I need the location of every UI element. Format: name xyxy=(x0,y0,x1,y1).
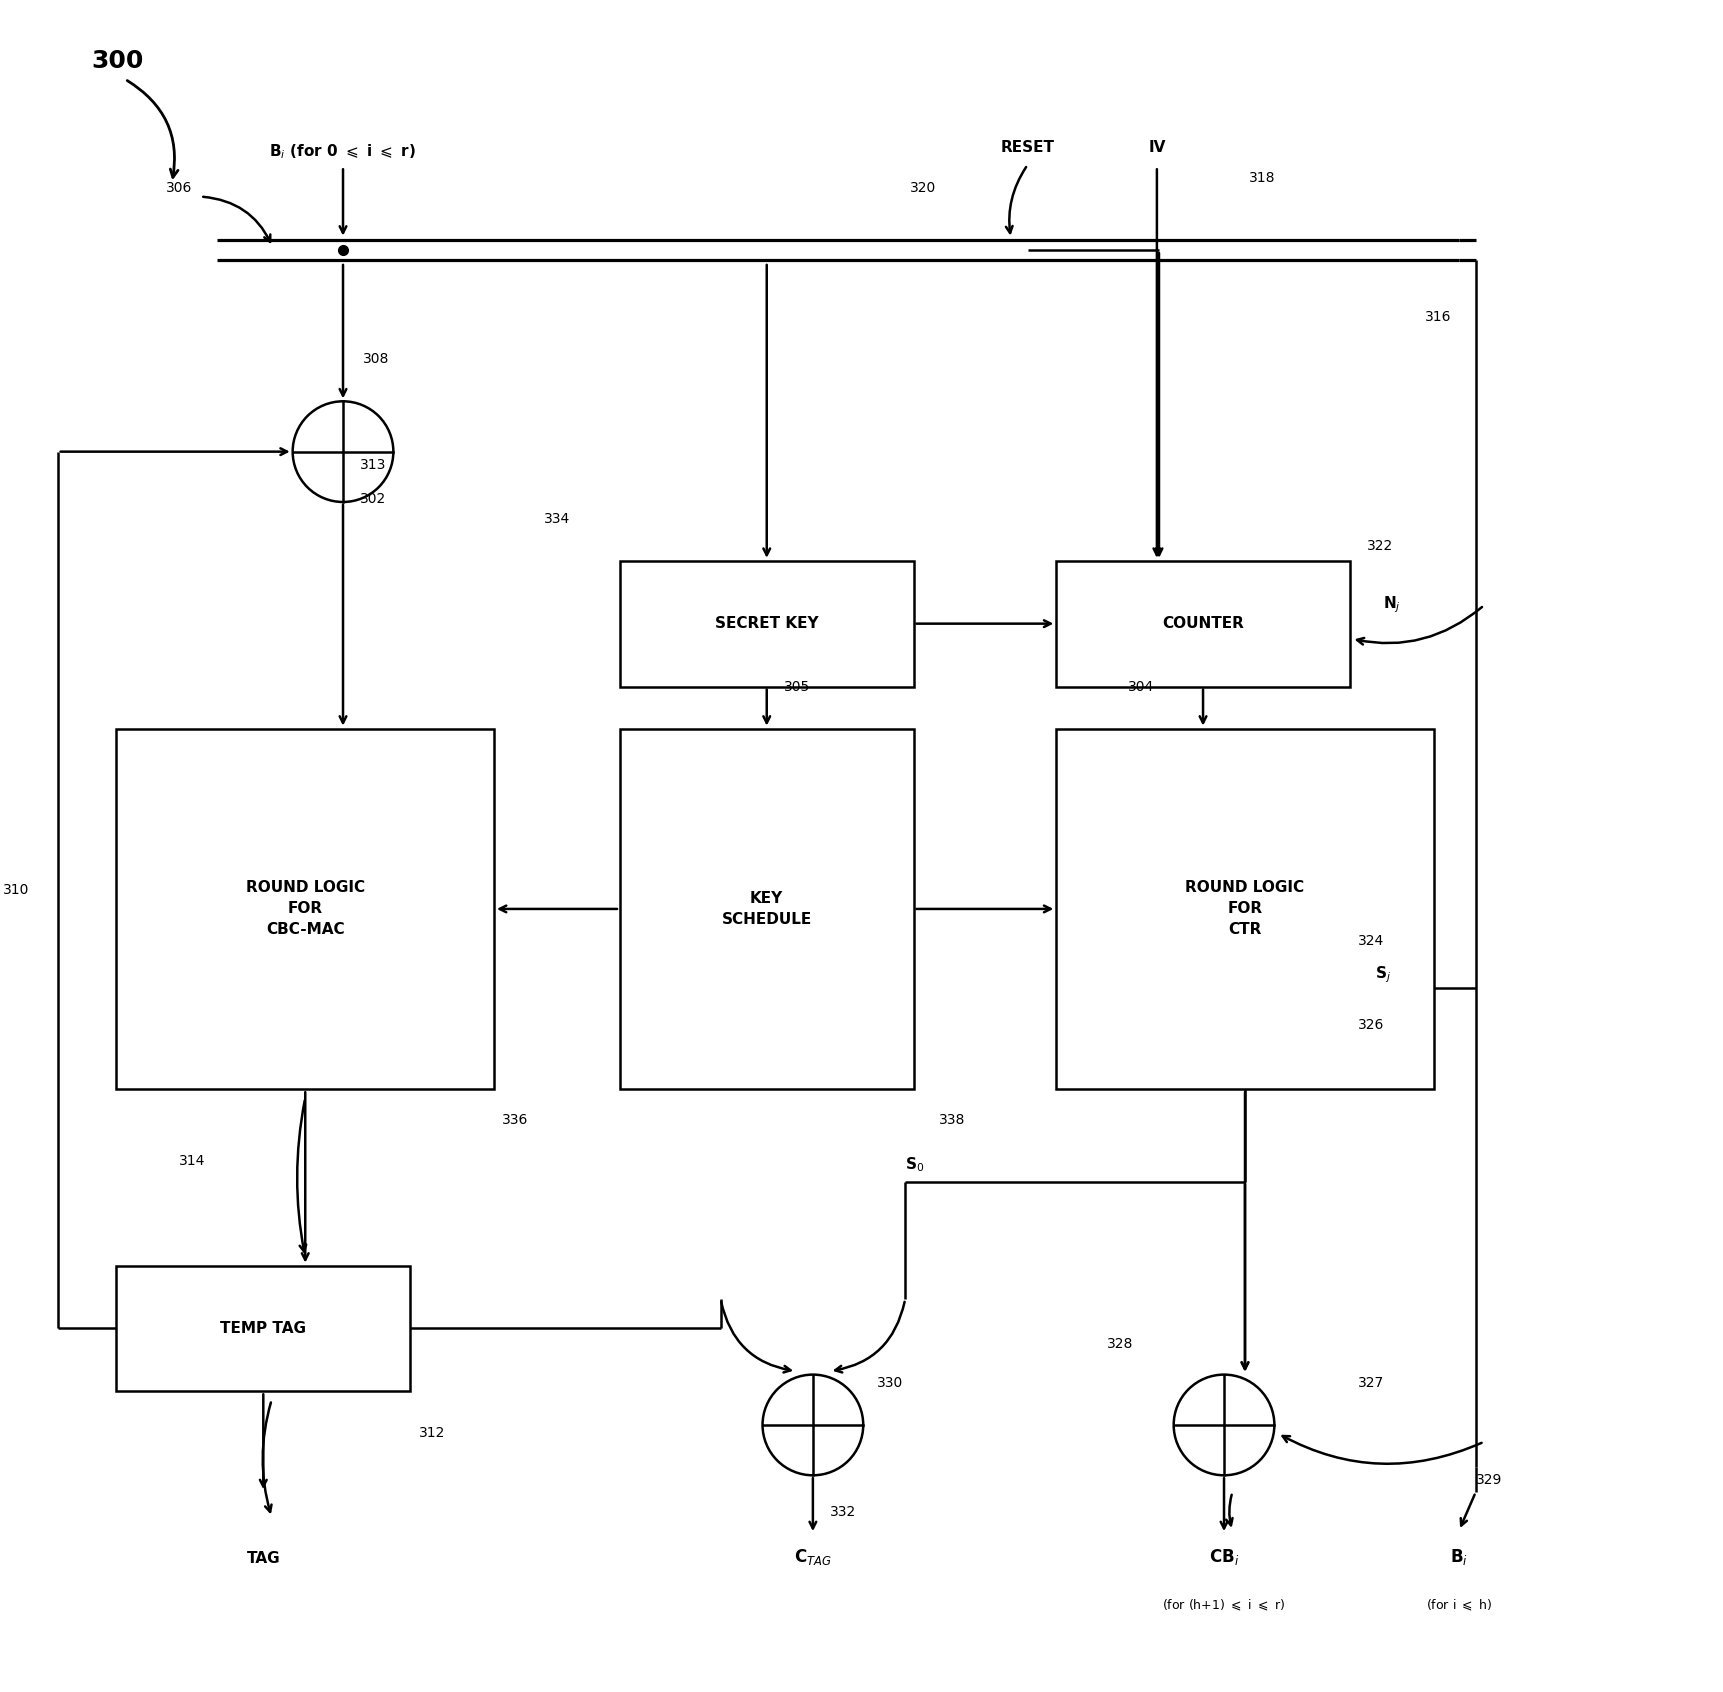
Text: (for (h+1) $\leqslant$ i $\leqslant$ r): (for (h+1) $\leqslant$ i $\leqslant$ r) xyxy=(1163,1597,1285,1612)
Text: ROUND LOGIC
FOR
CBC-MAC: ROUND LOGIC FOR CBC-MAC xyxy=(246,880,365,937)
Text: 312: 312 xyxy=(419,1426,445,1440)
Text: 304: 304 xyxy=(1127,680,1154,694)
Bar xyxy=(1056,560,1349,687)
Text: 306: 306 xyxy=(165,181,191,195)
Text: KEY
SCHEDULE: KEY SCHEDULE xyxy=(722,892,812,927)
Bar xyxy=(117,1266,410,1391)
Text: IV: IV xyxy=(1148,140,1165,154)
Text: 308: 308 xyxy=(364,352,389,367)
Text: 332: 332 xyxy=(830,1506,856,1519)
Text: 316: 316 xyxy=(1425,310,1452,325)
Text: S$_0$: S$_0$ xyxy=(905,1156,925,1174)
Circle shape xyxy=(1173,1374,1275,1475)
Text: 318: 318 xyxy=(1249,171,1275,184)
Text: TAG: TAG xyxy=(246,1552,281,1565)
Bar xyxy=(620,560,913,687)
Circle shape xyxy=(293,401,393,503)
Text: 326: 326 xyxy=(1358,1019,1385,1032)
Text: B$_i$ (for 0 $\leqslant$ i $\leqslant$ r): B$_i$ (for 0 $\leqslant$ i $\leqslant$ r… xyxy=(269,142,417,161)
Bar xyxy=(117,729,495,1090)
Text: B$_i$: B$_i$ xyxy=(1451,1548,1468,1567)
Text: (for i $\leqslant$ h): (for i $\leqslant$ h) xyxy=(1425,1597,1492,1612)
Text: 338: 338 xyxy=(939,1113,965,1127)
Text: RESET: RESET xyxy=(1001,140,1054,154)
Circle shape xyxy=(763,1374,863,1475)
Text: TEMP TAG: TEMP TAG xyxy=(221,1321,307,1337)
Text: 302: 302 xyxy=(360,492,386,506)
Text: N$_j$: N$_j$ xyxy=(1384,596,1401,616)
Text: 305: 305 xyxy=(784,680,810,694)
Text: 300: 300 xyxy=(91,49,143,73)
Text: 336: 336 xyxy=(503,1113,529,1127)
Text: 324: 324 xyxy=(1358,934,1385,948)
Text: ROUND LOGIC
FOR
CTR: ROUND LOGIC FOR CTR xyxy=(1185,880,1304,937)
Text: SECRET KEY: SECRET KEY xyxy=(715,616,818,631)
Text: 328: 328 xyxy=(1106,1337,1134,1352)
Text: CB$_i$: CB$_i$ xyxy=(1210,1548,1239,1567)
Text: 313: 313 xyxy=(360,459,386,472)
Text: 327: 327 xyxy=(1358,1376,1385,1391)
Text: 314: 314 xyxy=(179,1154,205,1167)
Text: 329: 329 xyxy=(1475,1474,1502,1487)
Text: COUNTER: COUNTER xyxy=(1161,616,1244,631)
Bar xyxy=(1056,729,1434,1090)
Text: C$_{TAG}$: C$_{TAG}$ xyxy=(794,1548,832,1567)
Text: 330: 330 xyxy=(877,1376,903,1391)
Text: 310: 310 xyxy=(3,883,29,897)
Text: S$_j$: S$_j$ xyxy=(1375,964,1390,985)
Text: 322: 322 xyxy=(1366,540,1392,553)
Text: 320: 320 xyxy=(910,181,937,195)
Bar xyxy=(620,729,913,1090)
Text: 334: 334 xyxy=(544,511,570,526)
